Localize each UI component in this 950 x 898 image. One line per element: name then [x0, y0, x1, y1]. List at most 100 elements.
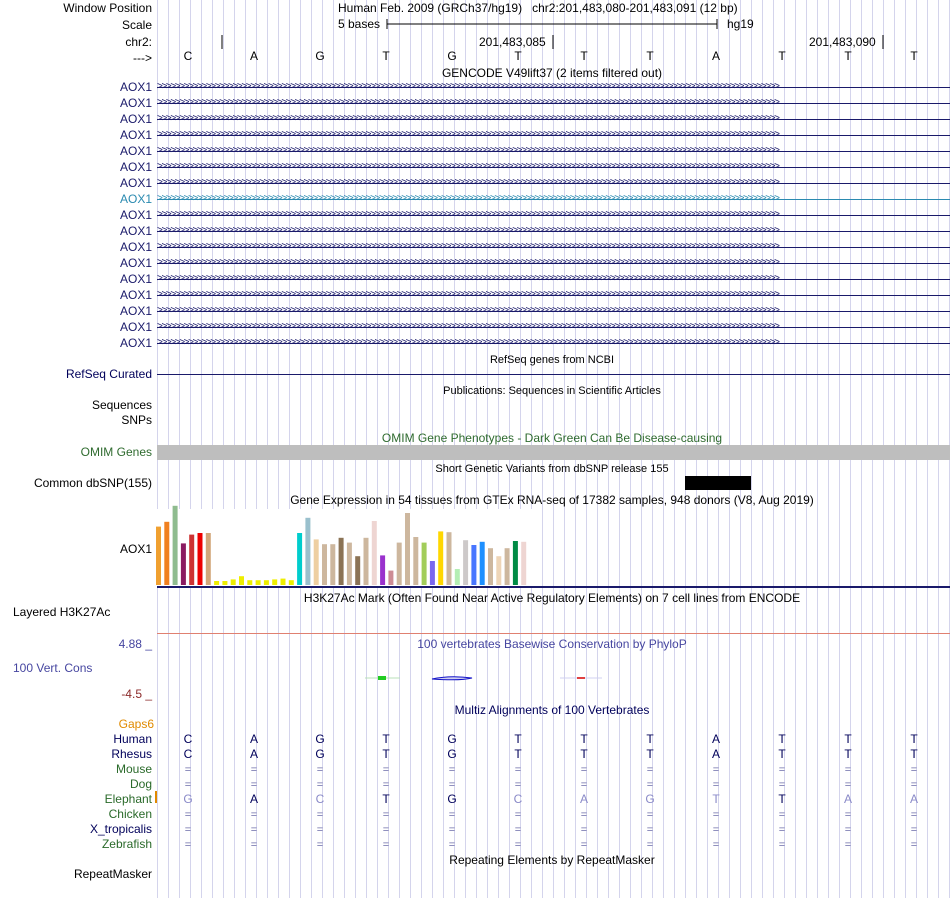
gencode-gene-label[interactable]: AOX1	[119, 80, 152, 94]
gtex-tissue-bar[interactable]	[380, 555, 386, 585]
gencode-gene-label[interactable]: AOX1	[119, 320, 152, 334]
gtex-tissue-bar[interactable]	[156, 526, 161, 585]
gencode-gene-label[interactable]: AOX1	[119, 256, 152, 270]
species-label[interactable]: Dog	[129, 777, 152, 791]
gencode-gene-line[interactable]	[157, 87, 950, 88]
gtex-tissue-bar[interactable]	[388, 570, 394, 585]
species-label[interactable]: Human	[113, 732, 152, 746]
gtex-tissue-bar[interactable]	[247, 580, 253, 585]
dbsnp-variant[interactable]	[685, 476, 751, 490]
publications-label-2[interactable]: SNPs	[121, 413, 152, 427]
gtex-tissue-bar[interactable]	[330, 544, 336, 585]
gencode-gene-label[interactable]: AOX1	[119, 224, 152, 238]
gtex-tissue-bar[interactable]	[214, 581, 220, 585]
dbsnp-label[interactable]: Common dbSNP(155)	[33, 476, 152, 490]
species-label[interactable]: Zebrafish	[101, 837, 152, 851]
gencode-gene-line[interactable]	[157, 103, 950, 104]
gtex-tissue-bar[interactable]	[263, 580, 269, 585]
gtex-tissue-bar[interactable]	[496, 556, 502, 585]
omim-gene-bar[interactable]	[157, 445, 950, 460]
gtex-tissue-bar[interactable]	[205, 533, 211, 585]
gtex-tissue-bar[interactable]	[297, 533, 303, 585]
gtex-tissue-bar[interactable]	[371, 521, 377, 585]
gencode-gene-label[interactable]: AOX1	[119, 304, 152, 318]
gtex-tissue-bar[interactable]	[172, 505, 178, 585]
gencode-gene-line[interactable]	[157, 311, 950, 312]
gtex-tissue-bar[interactable]	[405, 513, 410, 585]
gencode-gene-label[interactable]: AOX1	[119, 144, 152, 158]
gencode-gene-label[interactable]: AOX1	[119, 160, 152, 174]
gtex-tissue-bar[interactable]	[504, 548, 510, 585]
gtex-tissue-bar[interactable]	[288, 580, 294, 585]
gencode-gene-label[interactable]: AOX1	[119, 112, 152, 126]
gtex-tissue-bar[interactable]	[305, 517, 311, 585]
gtex-tissue-bar[interactable]	[363, 537, 369, 585]
gtex-tissue-bar[interactable]	[421, 542, 427, 585]
gtex-tissue-bar[interactable]	[471, 545, 477, 585]
gtex-tissue-bar[interactable]	[222, 581, 228, 585]
gencode-gene-label[interactable]: AOX1	[119, 240, 152, 254]
gencode-gene-line[interactable]	[157, 231, 950, 232]
gencode-gene-label[interactable]: AOX1	[119, 176, 152, 190]
gtex-tissue-bar[interactable]	[512, 541, 518, 585]
gencode-gene-line[interactable]	[157, 279, 950, 280]
gtex-tissue-bar[interactable]	[438, 531, 444, 585]
species-label[interactable]: Rhesus	[111, 747, 152, 761]
gtex-tissue-bar[interactable]	[479, 541, 485, 585]
species-label[interactable]: Mouse	[115, 762, 152, 776]
gtex-tissue-bar[interactable]	[488, 548, 493, 585]
gtex-tissue-bar[interactable]	[239, 576, 244, 585]
species-label[interactable]: Chicken	[108, 807, 152, 821]
gtex-tissue-bar[interactable]	[429, 561, 435, 585]
gaps-label[interactable]: Gaps6	[118, 717, 154, 731]
omim-label[interactable]: OMIM Genes	[80, 445, 152, 459]
species-label[interactable]: X_tropicalis	[89, 822, 152, 836]
gtex-tissue-bar[interactable]	[230, 579, 236, 585]
gencode-gene-label[interactable]: AOX1	[119, 128, 152, 142]
gencode-gene-label[interactable]: AOX1	[119, 336, 152, 350]
gencode-gene-label[interactable]: AOX1	[119, 192, 152, 206]
gencode-gene-line[interactable]	[157, 151, 950, 152]
gencode-gene-line[interactable]	[157, 263, 950, 264]
gencode-gene-line[interactable]	[157, 295, 950, 296]
gencode-gene-label[interactable]: AOX1	[119, 288, 152, 302]
publications-label-1[interactable]: Sequences	[91, 398, 152, 412]
gencode-gene-label[interactable]: AOX1	[119, 272, 152, 286]
species-label[interactable]: Elephant	[104, 792, 152, 806]
gtex-tissue-bar[interactable]	[446, 532, 452, 585]
gencode-gene-label[interactable]: AOX1	[119, 96, 152, 110]
gtex-tissue-bar[interactable]	[189, 534, 195, 585]
cons-label[interactable]: 100 Vert. Cons	[13, 661, 93, 675]
h3k27ac-label[interactable]: Layered H3K27Ac	[13, 605, 111, 619]
gencode-gene-line[interactable]	[157, 119, 950, 120]
gencode-gene-line[interactable]	[157, 183, 950, 184]
gtex-tissue-bar[interactable]	[197, 533, 203, 585]
gtex-tissue-bar[interactable]	[521, 541, 527, 585]
gtex-label[interactable]: AOX1	[119, 542, 152, 556]
gencode-gene-line[interactable]	[157, 327, 950, 328]
gtex-tissue-bar[interactable]	[180, 543, 186, 585]
gtex-tissue-bar[interactable]	[272, 579, 278, 585]
gtex-tissue-bar[interactable]	[413, 537, 419, 585]
gtex-tissue-bar[interactable]	[322, 544, 327, 585]
gencode-gene-line[interactable]	[157, 199, 950, 200]
gencode-gene-line[interactable]	[157, 215, 950, 216]
gtex-tissue-bar[interactable]	[346, 542, 352, 585]
gencode-gene-line[interactable]	[157, 343, 950, 344]
gencode-gene-line[interactable]	[157, 167, 950, 168]
gtex-tissue-bar[interactable]	[338, 537, 344, 585]
gtex-bar-chart[interactable]	[155, 505, 535, 587]
gencode-gene-line[interactable]	[157, 135, 950, 136]
gtex-tissue-bar[interactable]	[164, 521, 170, 585]
gtex-tissue-bar[interactable]	[313, 539, 319, 585]
gtex-tissue-bar[interactable]	[396, 542, 402, 585]
gencode-gene-line[interactable]	[157, 247, 950, 248]
gtex-tissue-bar[interactable]	[463, 540, 469, 585]
repeatmasker-label[interactable]: RepeatMasker	[73, 867, 152, 881]
gtex-tissue-bar[interactable]	[255, 580, 261, 585]
gtex-tissue-bar[interactable]	[454, 569, 460, 585]
gtex-tissue-bar[interactable]	[280, 578, 286, 585]
gtex-tissue-bar[interactable]	[355, 556, 361, 585]
refseq-label[interactable]: RefSeq Curated	[65, 367, 152, 381]
gencode-gene-label[interactable]: AOX1	[119, 208, 152, 222]
